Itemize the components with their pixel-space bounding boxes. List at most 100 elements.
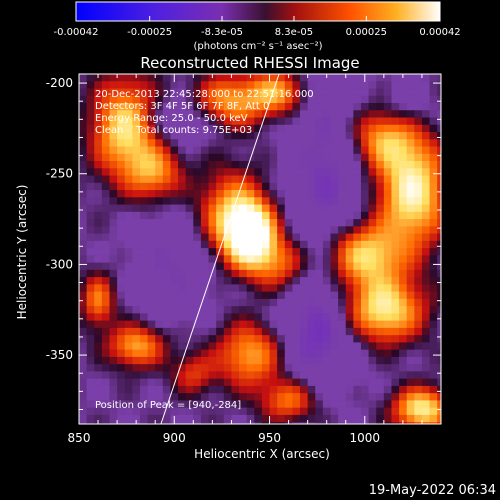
heatmap-cell <box>178 161 187 169</box>
heatmap-cell <box>200 153 210 162</box>
heatmap-cell <box>376 422 385 424</box>
heatmap-cell <box>277 81 286 90</box>
heatmap-cell <box>330 422 339 424</box>
heatmap-cell <box>254 226 263 235</box>
heatmap-cell <box>200 240 210 249</box>
heatmap-cell <box>292 190 301 198</box>
heatmap-cell <box>368 342 377 351</box>
heatmap-cell <box>269 197 278 206</box>
heatmap-cell <box>170 190 179 198</box>
heatmap-cell <box>231 327 240 336</box>
heatmap-cell <box>239 349 248 358</box>
heatmap-cell <box>147 226 156 235</box>
heatmap-cell <box>155 95 164 104</box>
heatmap-cell <box>117 161 126 169</box>
heatmap-cell <box>376 233 385 242</box>
heatmap-cell <box>414 161 423 169</box>
heatmap-cell <box>246 393 255 402</box>
heatmap-cell <box>208 378 217 387</box>
heatmap-cell <box>155 327 164 336</box>
heatmap-cell <box>231 168 240 177</box>
heatmap-cell <box>208 364 217 373</box>
heatmap-cell <box>170 211 179 220</box>
heatmap-cell <box>300 88 309 97</box>
heatmap-cell <box>109 132 118 140</box>
heatmap-cell <box>79 364 88 373</box>
heatmap-cell <box>231 262 240 271</box>
heatmap-cell <box>117 342 126 351</box>
heatmap-cell <box>315 88 324 97</box>
heatmap-cell <box>216 182 225 191</box>
heatmap-cell <box>338 298 347 307</box>
heatmap-cell <box>178 219 187 227</box>
heatmap-cell <box>437 277 441 285</box>
heatmap-cell <box>185 407 194 416</box>
heatmap-cell <box>94 291 103 300</box>
heatmap-cell <box>246 248 255 256</box>
heatmap-cell <box>79 103 88 111</box>
heatmap-cell <box>101 291 111 300</box>
heatmap-cell <box>300 190 309 198</box>
heatmap-cell <box>86 240 95 249</box>
heatmap-cell <box>155 393 164 402</box>
heatmap-cell <box>284 385 293 394</box>
heatmap-cell <box>139 349 149 358</box>
heatmap-cell <box>322 139 332 148</box>
heatmap-cell <box>277 175 286 184</box>
heatmap-cell <box>277 284 286 293</box>
heatmap-cell <box>216 74 225 82</box>
heatmap-cell <box>109 139 118 148</box>
heatmap-cell <box>315 298 324 307</box>
heatmap-cell <box>155 342 164 351</box>
heatmap-cell <box>406 81 415 90</box>
heatmap-cell <box>117 269 126 278</box>
heatmap-cell <box>117 393 126 402</box>
heatmap-cell <box>216 255 225 264</box>
heatmap-cell <box>200 219 210 227</box>
heatmap-cell <box>117 168 126 177</box>
heatmap-cell <box>193 291 202 300</box>
heatmap-cell <box>277 349 286 358</box>
heatmap-cell <box>216 124 225 133</box>
colorbar-gradient <box>75 1 441 22</box>
heatmap-cell <box>109 110 118 119</box>
heatmap-cell <box>101 204 111 213</box>
heatmap-cell <box>429 226 438 235</box>
heatmap-cell <box>322 226 332 235</box>
heatmap-cell <box>139 422 149 424</box>
heatmap-cell <box>360 298 370 307</box>
heatmap-cell <box>269 371 278 380</box>
heatmap-cell <box>132 400 141 409</box>
heatmap-cell <box>261 313 271 322</box>
heatmap-cell <box>79 248 88 256</box>
heatmap-cell <box>147 81 156 90</box>
heatmap-cell <box>101 422 111 424</box>
heatmap-cell <box>338 400 347 409</box>
heatmap-cell <box>399 298 408 307</box>
heatmap-cell <box>94 378 103 387</box>
heatmap-cell <box>300 153 309 162</box>
heatmap-cell <box>155 110 164 119</box>
heatmap-cell <box>132 277 141 285</box>
heatmap-cell <box>429 349 438 358</box>
heatmap-cell <box>391 219 400 227</box>
heatmap-cell <box>200 277 210 285</box>
heatmap-cell <box>368 291 377 300</box>
heatmap-cell <box>330 298 339 307</box>
heatmap-cell <box>429 161 438 169</box>
heatmap-cell <box>178 153 187 162</box>
heatmap-cell <box>216 88 225 97</box>
heatmap-cell <box>368 190 377 198</box>
heatmap-cell <box>406 103 415 111</box>
heatmap-cell <box>391 168 400 177</box>
heatmap-cell <box>284 139 293 148</box>
heatmap-cell <box>353 240 362 249</box>
y-tick-label: -300 <box>46 257 73 271</box>
heatmap-cell <box>261 284 271 293</box>
heatmap-cell <box>300 400 309 409</box>
heatmap-cell <box>322 393 332 402</box>
heatmap-cell <box>139 74 149 82</box>
heatmap-cell <box>269 407 278 416</box>
heatmap-cell <box>292 117 301 126</box>
heatmap-cell <box>345 248 354 256</box>
